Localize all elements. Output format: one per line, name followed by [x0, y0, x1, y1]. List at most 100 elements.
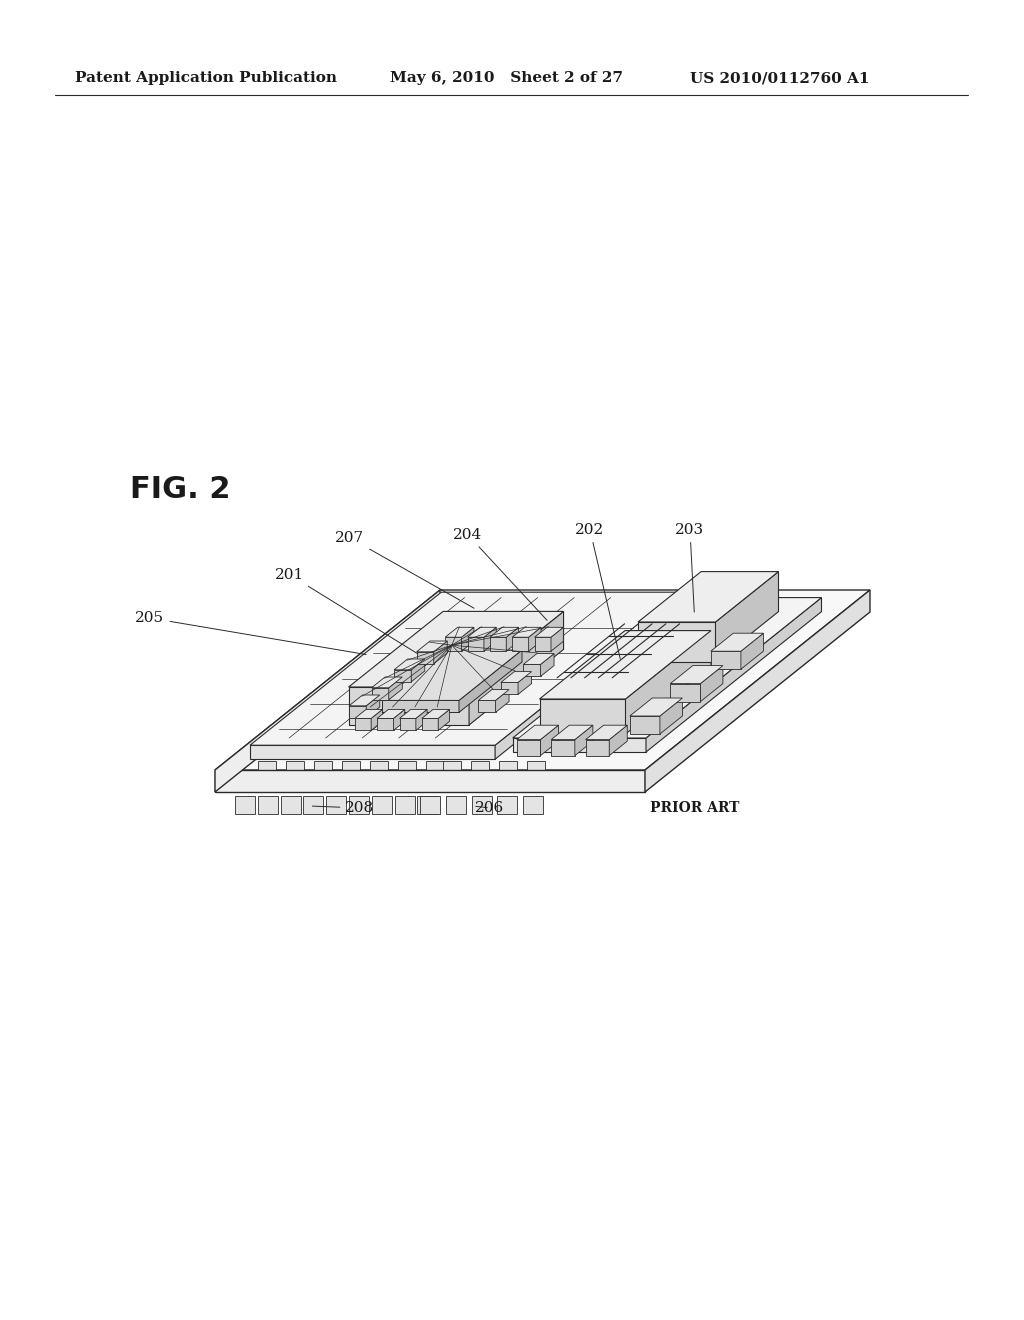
Polygon shape — [523, 664, 541, 676]
Polygon shape — [506, 627, 518, 651]
Polygon shape — [551, 725, 593, 739]
Polygon shape — [711, 634, 764, 651]
Polygon shape — [372, 688, 389, 700]
Polygon shape — [535, 627, 563, 638]
Polygon shape — [399, 709, 427, 718]
Polygon shape — [478, 689, 509, 701]
Polygon shape — [462, 627, 474, 651]
Polygon shape — [349, 796, 369, 814]
Text: US 2010/0112760 A1: US 2010/0112760 A1 — [690, 71, 869, 84]
Polygon shape — [540, 631, 711, 700]
Polygon shape — [501, 672, 531, 682]
Polygon shape — [367, 696, 380, 718]
Polygon shape — [528, 627, 541, 651]
Polygon shape — [711, 651, 741, 669]
Polygon shape — [389, 677, 402, 700]
Polygon shape — [281, 796, 301, 814]
Polygon shape — [609, 725, 628, 755]
Polygon shape — [469, 611, 563, 725]
Polygon shape — [215, 590, 440, 792]
Polygon shape — [250, 593, 686, 746]
Polygon shape — [327, 796, 346, 814]
Polygon shape — [541, 725, 558, 755]
Polygon shape — [535, 638, 551, 651]
Polygon shape — [498, 796, 517, 814]
Polygon shape — [382, 701, 459, 713]
Polygon shape — [551, 739, 574, 755]
Polygon shape — [659, 698, 682, 734]
Text: 202: 202 — [575, 523, 621, 659]
Polygon shape — [518, 672, 531, 694]
Polygon shape — [417, 642, 447, 652]
Polygon shape — [382, 649, 522, 701]
Polygon shape — [489, 627, 518, 638]
Polygon shape — [418, 796, 437, 814]
Polygon shape — [354, 709, 382, 718]
Polygon shape — [541, 653, 554, 676]
Polygon shape — [496, 689, 509, 713]
Polygon shape — [372, 677, 402, 688]
Text: 207: 207 — [336, 531, 474, 609]
Polygon shape — [426, 762, 443, 777]
Polygon shape — [626, 631, 711, 734]
Polygon shape — [354, 718, 371, 730]
Polygon shape — [523, 796, 543, 814]
Polygon shape — [574, 725, 593, 755]
Polygon shape — [377, 718, 393, 730]
Polygon shape — [638, 572, 778, 622]
Polygon shape — [517, 739, 541, 755]
Polygon shape — [700, 665, 723, 702]
Polygon shape — [716, 572, 778, 663]
Text: 203: 203 — [676, 523, 705, 612]
Polygon shape — [394, 796, 415, 814]
Polygon shape — [250, 746, 495, 759]
Polygon shape — [416, 709, 427, 730]
Text: 208: 208 — [312, 801, 375, 814]
Polygon shape — [741, 634, 764, 669]
Polygon shape — [540, 700, 626, 734]
Text: 206: 206 — [475, 801, 505, 814]
Polygon shape — [417, 652, 434, 664]
Polygon shape — [671, 684, 700, 702]
Polygon shape — [586, 739, 609, 755]
Polygon shape — [412, 659, 425, 682]
Polygon shape — [394, 669, 412, 682]
Polygon shape — [422, 718, 438, 730]
Polygon shape — [286, 762, 304, 777]
Polygon shape — [236, 796, 255, 814]
Polygon shape — [215, 770, 645, 792]
Text: FIG. 2: FIG. 2 — [130, 475, 230, 504]
Polygon shape — [586, 725, 628, 739]
Polygon shape — [348, 686, 469, 725]
Polygon shape — [398, 762, 416, 777]
Polygon shape — [523, 653, 554, 664]
Polygon shape — [472, 796, 492, 814]
Text: 204: 204 — [454, 528, 547, 620]
Polygon shape — [258, 762, 276, 777]
Polygon shape — [422, 709, 450, 718]
Polygon shape — [342, 762, 360, 777]
Polygon shape — [638, 622, 716, 663]
Polygon shape — [443, 762, 461, 777]
Polygon shape — [671, 665, 723, 684]
Polygon shape — [445, 638, 462, 651]
Polygon shape — [513, 738, 646, 752]
Polygon shape — [501, 682, 518, 694]
Polygon shape — [527, 762, 545, 777]
Polygon shape — [258, 796, 278, 814]
Polygon shape — [393, 709, 404, 730]
Polygon shape — [438, 709, 450, 730]
Polygon shape — [372, 796, 392, 814]
Polygon shape — [349, 706, 367, 718]
Polygon shape — [630, 698, 682, 715]
Polygon shape — [499, 762, 517, 777]
Polygon shape — [517, 725, 558, 739]
Polygon shape — [420, 796, 440, 814]
Polygon shape — [489, 638, 506, 651]
Polygon shape — [215, 590, 870, 770]
Polygon shape — [495, 593, 686, 759]
Polygon shape — [303, 796, 324, 814]
Text: PRIOR ART: PRIOR ART — [650, 801, 739, 814]
Text: 201: 201 — [275, 568, 418, 653]
Polygon shape — [371, 709, 382, 730]
